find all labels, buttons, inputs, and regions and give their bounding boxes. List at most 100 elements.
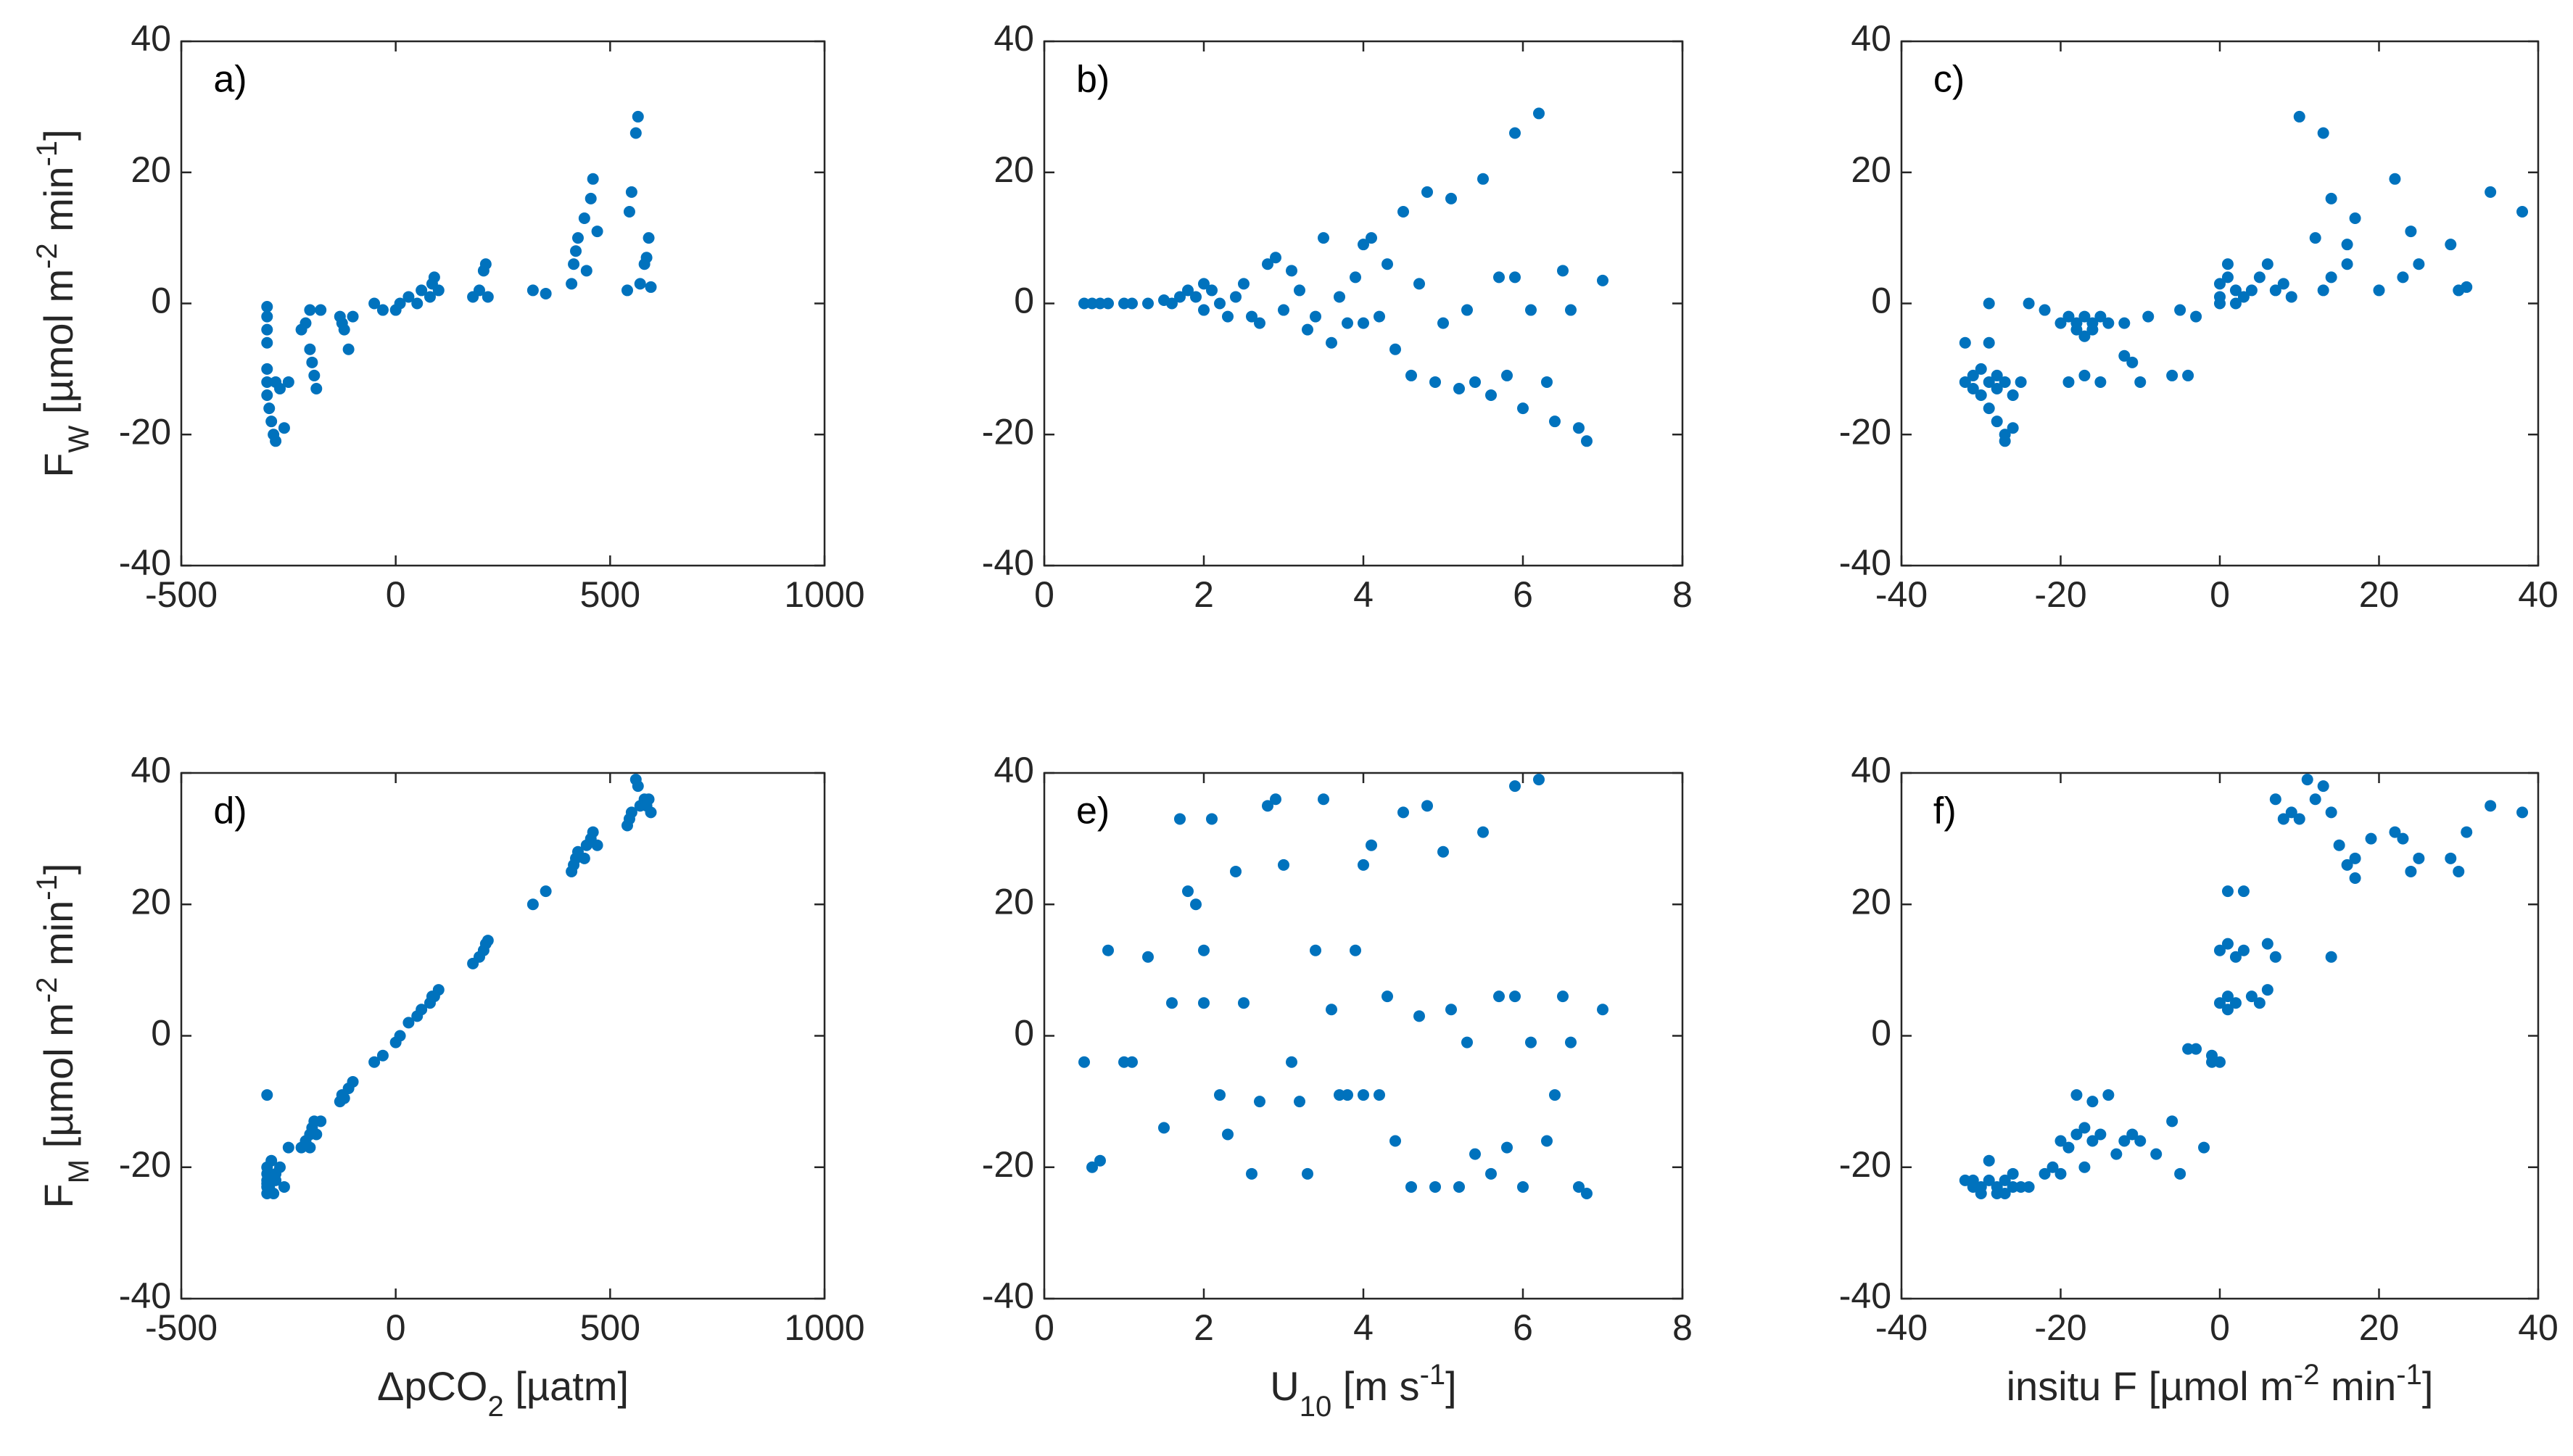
point [2206, 1049, 2218, 1062]
point [1581, 435, 1593, 447]
point [1246, 1167, 1257, 1180]
point [2182, 369, 2194, 381]
point [261, 389, 273, 402]
point [428, 271, 440, 284]
point [1991, 382, 2003, 394]
point [1493, 990, 1505, 1003]
point [2229, 997, 2242, 1009]
point [2110, 1148, 2123, 1160]
point [2349, 872, 2361, 884]
point [1278, 859, 1289, 871]
point [2078, 369, 2091, 381]
point [2389, 173, 2401, 185]
x-tick-label: 8 [1672, 1307, 1693, 1348]
point [2269, 793, 2281, 806]
point [1501, 369, 1513, 381]
point [368, 297, 381, 310]
point [1342, 1089, 1353, 1101]
point [2070, 317, 2083, 329]
point [1983, 1154, 1995, 1167]
point [1999, 435, 2011, 447]
point [270, 435, 282, 447]
panel-label: a) [213, 58, 247, 100]
x-tick-label: 20 [2359, 574, 2400, 615]
point [587, 826, 599, 838]
point [2485, 186, 2497, 198]
point [1294, 1096, 1305, 1108]
point [1310, 944, 1321, 956]
y-axis-label-part: -1 [31, 874, 63, 901]
point [1262, 258, 1273, 270]
point [526, 898, 539, 911]
point [1461, 1036, 1473, 1048]
point [2134, 1135, 2147, 1147]
point [1318, 232, 1329, 244]
point [432, 284, 445, 297]
point [625, 806, 637, 819]
point [2229, 284, 2242, 297]
point [645, 281, 657, 293]
point [1326, 336, 1337, 349]
panel-label: f) [1933, 790, 1957, 832]
point [2007, 389, 2019, 402]
point [376, 1049, 389, 1062]
point [2094, 310, 2107, 323]
point [2086, 1096, 2099, 1108]
x-tick-label: 1000 [784, 574, 864, 615]
point [2062, 376, 2075, 388]
y-axis-label-part: [µmol m [36, 269, 81, 426]
point [308, 369, 321, 381]
y-axis-label-part: min [36, 166, 81, 243]
point [2341, 859, 2353, 871]
point [1166, 997, 1178, 1009]
point [1366, 839, 1377, 851]
point [2062, 1141, 2075, 1154]
point [1334, 291, 1345, 303]
y-axis-label-part: -2 [31, 243, 63, 269]
axes-box [1043, 40, 1684, 567]
point [473, 284, 485, 297]
x-axis-label-part: -2 [2294, 1359, 2320, 1391]
point [2078, 1122, 2091, 1134]
x-tick-label: 40 [2518, 1307, 2558, 1348]
point [2214, 291, 2226, 303]
y-tick-label: 20 [1851, 881, 1891, 922]
x-tick-label: -20 [2034, 1307, 2086, 1348]
point [578, 212, 590, 225]
point [2333, 839, 2345, 851]
point [2317, 127, 2329, 139]
point [1286, 265, 1297, 277]
point [424, 291, 436, 303]
point [580, 265, 592, 277]
point [2007, 422, 2019, 434]
point [2261, 258, 2273, 270]
point [274, 1161, 286, 1173]
y-axis-label-part: F [36, 1183, 81, 1208]
point [570, 245, 582, 257]
point [2142, 310, 2155, 323]
point [368, 1056, 381, 1068]
point [1565, 304, 1577, 316]
y-tick-label: 0 [1871, 281, 1891, 321]
point [2015, 376, 2027, 388]
point [2461, 281, 2473, 293]
point [1389, 343, 1401, 355]
point [2413, 258, 2425, 270]
point [2237, 944, 2250, 956]
point [2293, 110, 2305, 123]
y-tick-label: 20 [994, 881, 1034, 922]
point [1991, 1180, 2003, 1193]
point [2461, 826, 2473, 838]
point [1509, 271, 1521, 284]
point [416, 1004, 428, 1016]
y-tick-label: 20 [131, 149, 171, 190]
point [1509, 127, 1521, 139]
point [621, 284, 633, 297]
point [2373, 284, 2385, 297]
point [265, 415, 278, 428]
point [347, 310, 359, 323]
point [2078, 310, 2091, 323]
point [1078, 297, 1090, 310]
point [1397, 806, 1409, 819]
